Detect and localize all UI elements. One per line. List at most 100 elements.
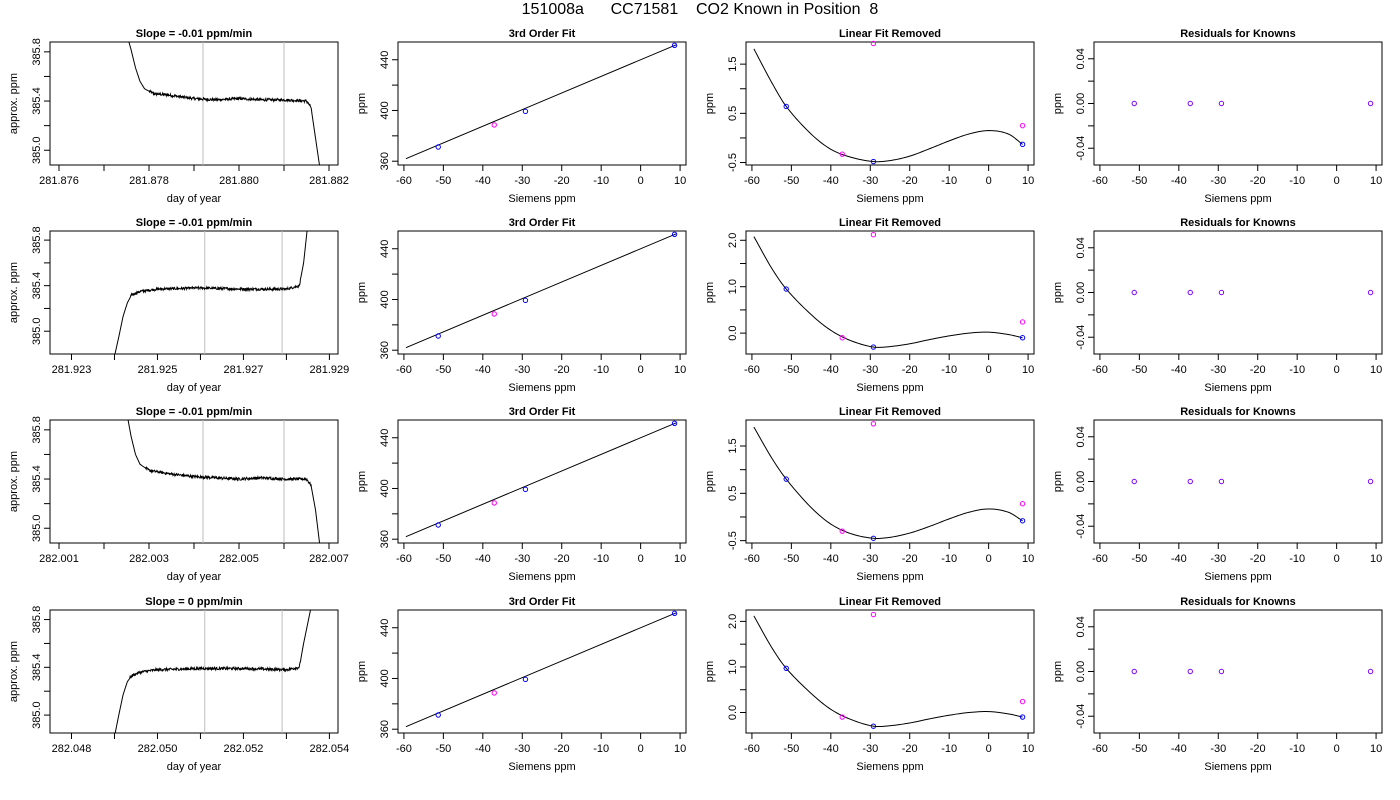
chart-r1c2-xtick-label: 10 bbox=[674, 175, 686, 187]
chart-r2c2-point bbox=[491, 311, 497, 317]
chart-r4c4-xlabel: Siemens ppm bbox=[1204, 761, 1271, 773]
chart-r4c3-point bbox=[870, 611, 877, 618]
chart-r1c2-title: 3rd Order Fit bbox=[509, 28, 576, 40]
chart-r1c4-xtick-label: -30 bbox=[1210, 175, 1226, 187]
chart-r3c2-point bbox=[671, 420, 678, 426]
chart-r2c4-point bbox=[1187, 289, 1193, 296]
chart-r4c2-xtick-label: 10 bbox=[674, 743, 686, 755]
chart-r2c2-xtick-label: -20 bbox=[554, 364, 570, 376]
chart-r4c2-point bbox=[522, 676, 529, 683]
chart-r1c4-xtick-label: 0 bbox=[1334, 175, 1340, 187]
chart-r4c3-ylabel: ppm bbox=[704, 661, 716, 682]
chart-r3c4-ytick-label: 0.04 bbox=[1075, 426, 1087, 447]
chart-r3c3-xtick-label: -40 bbox=[823, 553, 839, 565]
chart-r1c3-xtick-label: -20 bbox=[902, 175, 918, 187]
chart-r3c2-point bbox=[435, 522, 441, 528]
chart-r1c4-xlabel: Siemens ppm bbox=[1204, 193, 1271, 205]
chart-r2c1-ytick-label: 385.8 bbox=[31, 226, 43, 254]
chart-r3c4-point bbox=[1218, 478, 1225, 485]
chart-r2c1-ytick-label: 385.4 bbox=[31, 272, 43, 300]
chart-r2c2-xtick-label: 0 bbox=[638, 364, 644, 376]
chart-r2c1-plot-area bbox=[114, 231, 308, 354]
chart-r3c4-ytick-label: 0.00 bbox=[1075, 471, 1087, 492]
chart-r1c2: 3rd Order Fit -60 -50 -40 -30 -20 -10 0 10 360 400… bbox=[356, 28, 687, 205]
chart-r1c2-xtick-label: -50 bbox=[435, 175, 451, 187]
chart-r2c3-xtick-label: -10 bbox=[941, 364, 957, 376]
chart-r4c4-xtick-label: -40 bbox=[1171, 743, 1187, 755]
chart-r3c4-xlabel: Siemens ppm bbox=[1204, 571, 1271, 583]
chart-r3c4-xtick-label: 0 bbox=[1334, 553, 1340, 565]
chart-r3c4-xtick-label: -40 bbox=[1171, 553, 1187, 565]
chart-r2c1-xtick-label: 281.927 bbox=[224, 364, 264, 376]
chart-r4c3-xlabel: Siemens ppm bbox=[856, 761, 923, 773]
chart-r3c3-ytick-label: -0.5 bbox=[727, 531, 739, 550]
chart-r2c2-point bbox=[671, 231, 678, 237]
chart-r2c3-xtick-label: -50 bbox=[783, 364, 799, 376]
chart-r2c2-plot-frame bbox=[397, 230, 687, 355]
chart-r2c3-fit-curve bbox=[753, 236, 1023, 348]
chart-r4c4-point bbox=[1131, 668, 1137, 675]
chart-r3c3-xtick-label: -20 bbox=[902, 553, 918, 565]
chart-r1c3-point bbox=[1019, 122, 1026, 129]
chart-r2c3-xtick-label: -30 bbox=[862, 364, 878, 376]
chart-r4c3-fit-curve bbox=[753, 615, 1023, 728]
chart-r1c4-xtick-label: -60 bbox=[1092, 175, 1108, 187]
chart-r3c3-point bbox=[839, 528, 845, 534]
chart-r3c1-plot-area bbox=[127, 420, 321, 543]
chart-r4c2-xtick-label: -20 bbox=[554, 743, 570, 755]
chart-r3c4-point bbox=[1131, 478, 1137, 485]
chart-r2c2-xtick-label: -50 bbox=[435, 364, 451, 376]
chart-r1c1-ytick-label: 385.8 bbox=[31, 38, 43, 66]
chart-r1c2-ytick-label: 400 bbox=[379, 101, 391, 119]
chart-r2c1-xtick-label: 281.929 bbox=[310, 364, 350, 376]
chart-r2c2-ytick-label: 400 bbox=[379, 290, 391, 308]
chart-r3c4-point bbox=[1367, 478, 1374, 485]
chart-r2c4-xtick-label: -60 bbox=[1092, 364, 1108, 376]
chart-r1c1-plot-frame bbox=[49, 41, 339, 166]
chart-r1c2-xtick-label: -40 bbox=[475, 175, 491, 187]
chart-r1c4-xtick-label: -50 bbox=[1131, 175, 1147, 187]
chart-r3c1-xtick-label: 282.003 bbox=[129, 553, 169, 565]
chart-r1c3-ytick-label: 0.5 bbox=[727, 106, 739, 121]
chart-r4c1-xtick-label: 282.048 bbox=[52, 743, 92, 755]
chart-r2c4-point bbox=[1367, 289, 1374, 296]
chart-r4c1-xlabel: day of year bbox=[167, 761, 222, 773]
chart-r4c3-point bbox=[1019, 714, 1026, 720]
chart-r2c4-ylabel: ppm bbox=[1052, 282, 1064, 303]
chart-r1c4-plot-frame bbox=[1093, 41, 1383, 166]
chart-r2c3-point bbox=[870, 232, 877, 238]
chart-r3c3-xtick-label: 0 bbox=[986, 553, 992, 565]
chart-r2c2-ytick-label: 440 bbox=[379, 240, 391, 258]
chart-r2c1-plot-frame bbox=[49, 230, 339, 355]
chart-r2c3-xtick-label: 10 bbox=[1022, 364, 1034, 376]
chart-r3c3-xtick-label: -50 bbox=[783, 553, 799, 565]
chart-r3c4-ylabel: ppm bbox=[1052, 471, 1064, 492]
chart-r1c1-xtick-label: 281.882 bbox=[309, 175, 349, 187]
chart-r1c3-ylabel: ppm bbox=[704, 93, 716, 114]
chart-r1c1-series-line bbox=[128, 42, 320, 165]
chart-r2c4-ytick-label: 0.04 bbox=[1075, 237, 1087, 258]
chart-r1c4-point bbox=[1131, 100, 1137, 107]
chart-r3c1-xtick-label: 282.007 bbox=[309, 553, 349, 565]
chart-r4c4-xtick-label: -30 bbox=[1210, 743, 1226, 755]
chart-r3c3-ytick-label: 1.5 bbox=[727, 438, 739, 453]
chart-r3c2-plot-frame bbox=[397, 419, 687, 544]
chart-r1c2-fit-line bbox=[405, 44, 677, 160]
chart-r4c4-ylabel: ppm bbox=[1052, 661, 1064, 682]
chart-r1c3-xtick-label: 10 bbox=[1022, 175, 1034, 187]
chart-r1c4-xtick-label: -40 bbox=[1171, 175, 1187, 187]
chart-r2c3-xtick-label: 0 bbox=[986, 364, 992, 376]
chart-r1c4-point bbox=[1367, 100, 1374, 107]
chart-r2c2: 3rd Order Fit -60 -50 -40 -30 -20 -10 0 10 360 400… bbox=[356, 217, 687, 394]
chart-r3c4-title: Residuals for Knowns bbox=[1180, 406, 1296, 418]
chart-r2c2-point bbox=[522, 297, 529, 304]
chart-r1c4-xtick-label: 10 bbox=[1370, 175, 1382, 187]
chart-r4c1-xtick-label: 282.054 bbox=[310, 743, 350, 755]
chart-r3c1-xtick-label: 282.005 bbox=[219, 553, 259, 565]
chart-r1c2-point bbox=[491, 122, 497, 128]
chart-r3c4-xtick-label: -60 bbox=[1092, 553, 1108, 565]
chart-r4c4-xtick-label: -50 bbox=[1131, 743, 1147, 755]
chart-r1c2-xtick-label: -10 bbox=[593, 175, 609, 187]
chart-r4c1: Slope = 0 ppm/min 282.048 282.050 282.052 28… bbox=[8, 596, 349, 773]
